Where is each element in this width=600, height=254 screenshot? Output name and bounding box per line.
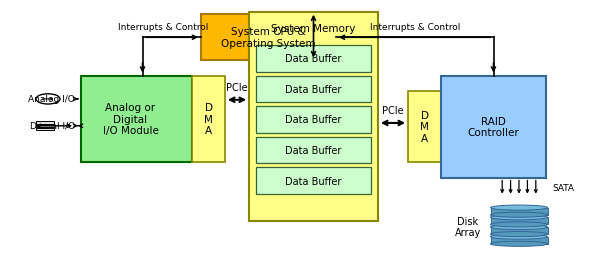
Ellipse shape bbox=[491, 241, 548, 246]
Ellipse shape bbox=[491, 212, 548, 217]
Ellipse shape bbox=[491, 205, 548, 210]
FancyBboxPatch shape bbox=[249, 13, 378, 221]
FancyBboxPatch shape bbox=[256, 168, 371, 194]
Ellipse shape bbox=[491, 215, 548, 220]
Text: Data Buffer: Data Buffer bbox=[286, 85, 341, 94]
Text: Digital I/O: Digital I/O bbox=[30, 122, 75, 131]
Text: PCIe: PCIe bbox=[382, 106, 404, 116]
FancyBboxPatch shape bbox=[491, 237, 548, 244]
FancyBboxPatch shape bbox=[408, 91, 441, 163]
Text: PCIe: PCIe bbox=[226, 83, 248, 93]
Text: Analog I/O: Analog I/O bbox=[28, 95, 75, 104]
FancyBboxPatch shape bbox=[36, 125, 54, 128]
Text: Analog or
Digital
I/O Module: Analog or Digital I/O Module bbox=[103, 103, 158, 136]
FancyBboxPatch shape bbox=[81, 76, 192, 163]
Text: Data Buffer: Data Buffer bbox=[286, 176, 341, 186]
FancyBboxPatch shape bbox=[256, 137, 371, 164]
Text: System CPU &
Operating System: System CPU & Operating System bbox=[221, 27, 316, 49]
FancyBboxPatch shape bbox=[256, 46, 371, 72]
Text: SATA: SATA bbox=[552, 183, 574, 193]
FancyBboxPatch shape bbox=[256, 76, 371, 103]
Text: System Memory: System Memory bbox=[271, 24, 356, 34]
Text: Data Buffer: Data Buffer bbox=[286, 115, 341, 125]
FancyBboxPatch shape bbox=[201, 15, 336, 61]
Ellipse shape bbox=[491, 222, 548, 227]
Text: Data Buffer: Data Buffer bbox=[286, 146, 341, 155]
FancyBboxPatch shape bbox=[192, 76, 225, 163]
Text: D
M
A: D M A bbox=[420, 110, 429, 144]
Text: Interrupts & Control: Interrupts & Control bbox=[118, 23, 208, 32]
FancyBboxPatch shape bbox=[491, 217, 548, 225]
Ellipse shape bbox=[491, 232, 548, 237]
Ellipse shape bbox=[491, 225, 548, 230]
Text: Disk
Array: Disk Array bbox=[455, 216, 481, 237]
Text: Interrupts & Control: Interrupts & Control bbox=[370, 23, 460, 32]
Ellipse shape bbox=[491, 234, 548, 239]
Text: RAID
Controller: RAID Controller bbox=[467, 116, 520, 138]
FancyBboxPatch shape bbox=[36, 122, 54, 124]
FancyBboxPatch shape bbox=[491, 208, 548, 215]
Text: D
M
A: D M A bbox=[204, 103, 213, 136]
FancyBboxPatch shape bbox=[491, 227, 548, 234]
FancyBboxPatch shape bbox=[36, 128, 54, 131]
Text: Data Buffer: Data Buffer bbox=[286, 54, 341, 64]
FancyBboxPatch shape bbox=[256, 107, 371, 133]
FancyBboxPatch shape bbox=[441, 76, 546, 178]
